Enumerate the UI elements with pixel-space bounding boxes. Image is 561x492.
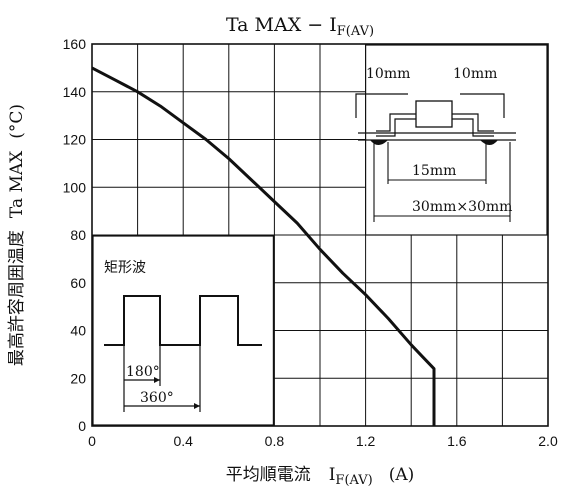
x-axis-label-symbol: I [329, 465, 336, 485]
y-tick-label: 100 [63, 179, 87, 195]
x-axis-label-jp: 平均順電流 [226, 465, 311, 485]
y-tick-label: 20 [70, 370, 86, 386]
solder-right [480, 140, 498, 145]
waveform-label: 矩形波 [104, 260, 146, 276]
svg-text:最高許容周囲温度Ta MAX(°C): 最高許容周囲温度 Ta MAX (°C) [7, 104, 27, 366]
y-axis-label: 最高許容周囲温度 Ta MAX (°C) [7, 104, 27, 366]
x-tick-label: 1.6 [447, 433, 467, 449]
chart-title-tail: (AV) [346, 24, 374, 39]
chart-title-sub: F [337, 24, 346, 39]
arrow-180-head [154, 377, 160, 383]
x-tick-label: 2.0 [538, 433, 558, 449]
pad-right-arrow [460, 93, 505, 118]
x-tick-label: 0.4 [173, 433, 193, 449]
lead-right-inner [452, 118, 494, 137]
lead-right [452, 113, 494, 132]
y-axis-label-jp: 最高許容周囲温度 [7, 230, 27, 366]
y-tick-label: 120 [63, 132, 87, 148]
y-tick-label: 0 [78, 418, 86, 434]
lead-left-inner [376, 118, 416, 137]
x-tick-label: 1.2 [356, 433, 376, 449]
x-axis-label: 平均順電流 IF(AV) (A) [226, 465, 415, 488]
x-tick-label: 0 [88, 433, 96, 449]
arrow-360-head [194, 403, 200, 409]
square-wave [104, 295, 262, 346]
mounting-diagram: 10mm 10mm 15mm 30mm×30mm [355, 66, 516, 222]
pad-left-label: 10mm [366, 66, 410, 82]
y-tick-label: 40 [70, 323, 86, 339]
x-axis-label-unit: (A) [389, 465, 415, 485]
chart-title: Ta MAX − IF(AV) [226, 14, 374, 39]
x-axis-label-tail: (AV) [344, 473, 372, 488]
lead-left [376, 113, 416, 132]
span-15-label: 15mm [412, 163, 456, 179]
board-size-label: 30mm×30mm [412, 199, 512, 215]
x-tick-label: 0.8 [265, 433, 285, 449]
y-axis-label-unit: (°C) [7, 104, 27, 139]
y-axis-label-symbol: Ta MAX [7, 150, 27, 218]
y-tick-label: 160 [63, 36, 87, 52]
y-tick-label: 60 [70, 275, 86, 291]
series-line [91, 66, 436, 426]
waveform-inset: 矩形波 180° 360° [104, 260, 262, 412]
y-tick-label: 80 [70, 227, 86, 243]
angle-180-label: 180° [126, 364, 160, 380]
pad-left-arrow [355, 93, 408, 118]
plot-area: 0 0.4 0.8 1.2 1.6 2.0 0 20 40 60 80 100 120 140 160 [63, 36, 558, 449]
chart-title-main: Ta MAX − I [226, 14, 337, 36]
angle-360-label: 360° [140, 390, 174, 406]
pad-right-label: 10mm [453, 66, 497, 82]
y-tick-label: 140 [63, 84, 87, 100]
package-body [415, 100, 453, 128]
x-axis-label-sub: F [335, 473, 344, 488]
